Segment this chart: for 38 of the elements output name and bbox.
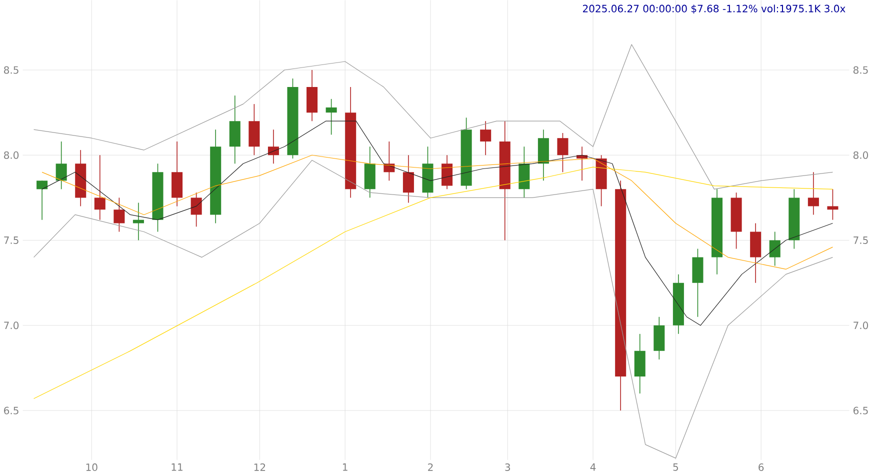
x-tick-label: 1 [343, 463, 348, 471]
y2-tick-label: 7.5 [854, 236, 868, 244]
candlestick [402, 154, 414, 204]
candlestick [480, 120, 492, 156]
candlestick [190, 192, 202, 227]
x-tick-label: 4 [590, 463, 596, 471]
candlestick [557, 132, 568, 172]
candlestick [94, 154, 106, 220]
y-tick-label: 8.5 [4, 66, 18, 74]
x-tick-label: 3 [505, 463, 510, 471]
line-series [42, 154, 834, 270]
y-tick-label: 7.5 [4, 236, 18, 244]
y-tick-label: 8.0 [4, 151, 19, 159]
x-tick-label: 2 [428, 463, 433, 471]
candlestick [769, 231, 780, 266]
x-tick-label: 6 [758, 463, 764, 471]
chart-title: 2025.06.27 00:00:00 $7.68 -1.12% vol:1975.1K 3.0x [583, 4, 846, 14]
candlestick [36, 180, 48, 220]
candlestick [56, 140, 67, 190]
candlestick [808, 172, 819, 215]
y-tick-label: 6.5 [4, 406, 18, 414]
candlestick [326, 98, 337, 135]
candlestick [114, 197, 125, 232]
y2-tick-label: 8.0 [853, 151, 868, 159]
line-series [33, 44, 834, 190]
line-series [33, 160, 834, 458]
y-tick-label: 7.0 [4, 321, 19, 330]
candlestick [442, 154, 453, 190]
x-tick-label: 11 [172, 463, 182, 471]
y2-tick-label: 8.5 [853, 66, 868, 74]
x-tick-label: 10 [86, 463, 98, 471]
line-series [33, 166, 834, 399]
x-tick-label: 5 [673, 463, 678, 471]
x-tick-label: 12 [254, 463, 266, 471]
y2-tick-label: 6.5 [854, 406, 868, 414]
candlestick [268, 129, 279, 164]
candlestick [827, 188, 838, 220]
y2-tick-label: 7.0 [854, 321, 868, 330]
